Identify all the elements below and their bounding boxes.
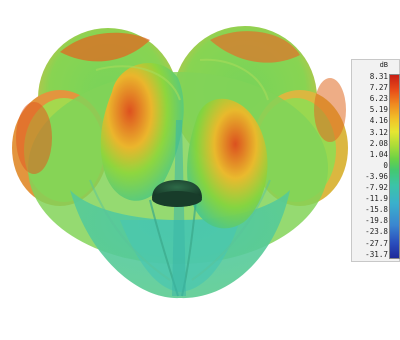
far-left-hotspot (16, 102, 52, 174)
top-left-hotspot (60, 32, 150, 62)
legend-tick-label: -7.92 (365, 183, 388, 192)
legend-tick-label: -19.8 (365, 216, 388, 226)
legend-tick-label: -15.8 (365, 205, 388, 215)
legend-tick-label: 6.23 (369, 94, 388, 104)
legend-tick-label: 7.27 (369, 83, 388, 93)
legend-tick-label: 3.12 (369, 127, 388, 137)
legend-tick-label: 2.08 (369, 138, 388, 148)
color-scale-legend: dB 8.31 7.27 6.23 5.19 4.16 3.12 2.08 1.04 0 -3.9… (351, 59, 400, 262)
legend-tick-label: 5.19 (369, 105, 388, 115)
legend-tick-label: -3.96 (365, 171, 388, 181)
legend-tick-label: 8.31 (369, 72, 388, 81)
legend-tick-label: 1.04 (369, 149, 388, 159)
legend-tick-label: 0 (383, 160, 388, 170)
antenna-core (152, 180, 202, 207)
top-right-hotspot (210, 31, 300, 63)
colorbar (389, 74, 400, 259)
surface-folds (89, 58, 271, 297)
inner-left-lobe (100, 63, 184, 201)
center-seam (172, 120, 186, 296)
inner-right-lobe (187, 98, 268, 229)
legend-tick-label: -27.7 (365, 238, 388, 248)
legend-unit: dB (379, 61, 388, 69)
legend-tick-label: -31.7 (365, 249, 388, 259)
legend-tick-label: -23.8 (365, 227, 388, 237)
legend-tick-label: 4.16 (369, 116, 388, 126)
far-right-hotspot (314, 78, 346, 142)
legend-tick-label: -11.9 (365, 194, 388, 204)
